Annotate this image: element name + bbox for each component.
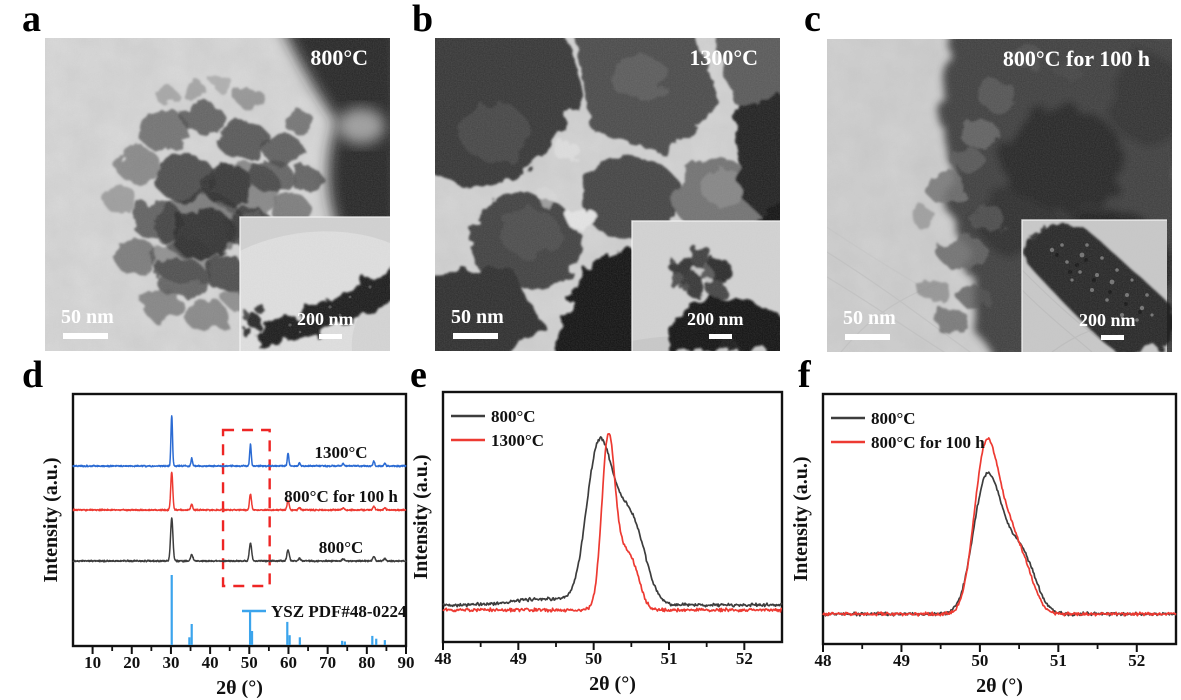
scalebar-text-c: 50 nm [843, 307, 896, 329]
x-tick-label: 60 [280, 653, 297, 672]
panel-letter-c: c [804, 0, 821, 40]
x-tick-label: 40 [202, 653, 219, 672]
x-tick-label: 90 [398, 653, 415, 672]
scalebar-text-a: 50 nm [61, 306, 114, 328]
xrd-trace-800°C [822, 471, 1177, 617]
tem-panel-a: 800°C 50 nm 200 nm [45, 38, 390, 351]
tem-panel-c: 800°C for 100 h 50 nm 200 nm [827, 39, 1172, 352]
xrd-trace-800°C [442, 436, 783, 608]
panel-letter-e: e [410, 354, 427, 396]
xrd-trace-1300°C [72, 415, 407, 468]
x-tick-label: 52 [1128, 651, 1145, 670]
x-tick-label: 50 [971, 651, 988, 670]
x-axis-label: 2θ (°) [216, 677, 263, 698]
tem-condition-label-b: 1300°C [689, 45, 758, 70]
tem-image-b [435, 38, 780, 351]
y-axis-label: Intensity (a.u.) [410, 454, 432, 579]
inset-scalebar-c [1101, 335, 1124, 340]
inset-scalebar-a [319, 334, 342, 339]
trace-label: 800°C [319, 538, 364, 557]
scalebar-text-b: 50 nm [451, 306, 504, 328]
x-tick-label: 10 [84, 653, 101, 672]
inset-scalebar-text-c: 200 nm [1079, 310, 1136, 330]
x-axis-label: 2θ (°) [589, 673, 636, 695]
x-tick-label: 50 [241, 653, 258, 672]
x-tick-label: 48 [435, 649, 452, 668]
xrd-overview-chart: 10 20 30 40 50 60 70 80 90 2θ (°) Intensity (a.u.)… [30, 366, 422, 700]
xrd-trace-800°C for 100 h [822, 437, 1177, 617]
trace-label: 1300°C [314, 443, 367, 462]
legend-label: 800°C [491, 407, 536, 426]
xrd-trace-800°C [72, 517, 407, 563]
panel-letter-b: b [412, 0, 434, 40]
x-tick-label: 51 [661, 649, 678, 668]
x-tick-label: 70 [319, 653, 336, 672]
x-tick-label: 49 [510, 649, 527, 668]
tem-image-a [45, 38, 390, 351]
y-axis-label: Intensity (a.u.) [40, 457, 62, 582]
inset-scalebar-text-b: 200 nm [687, 309, 744, 329]
x-tick-label: 51 [1050, 651, 1067, 670]
inset-scalebar-b [709, 334, 732, 339]
panel-letter-f: f [798, 354, 811, 396]
x-tick-label: 20 [123, 653, 140, 672]
legend-label: 800°C for 100 h [871, 433, 985, 452]
tem-inset-b [631, 220, 780, 351]
tem-condition-label-c: 800°C for 100 h [1002, 46, 1150, 71]
y-axis-label: Intensity (a.u.) [792, 456, 812, 581]
x-tick-label: 48 [815, 651, 832, 670]
x-axis-label: 2θ (°) [976, 675, 1023, 697]
tem-inset-a [239, 216, 390, 351]
inset-scalebar-text-a: 200 nm [297, 309, 354, 329]
trace-label: 800°C for 100 h [284, 487, 398, 506]
xrd-trace-1300°C [442, 433, 783, 613]
legend-label: 1300°C [491, 431, 544, 450]
tem-condition-label-a: 800°C [310, 45, 368, 70]
xrd-trace-800°C for 100 h [72, 471, 407, 512]
plot-border-e [441, 390, 784, 644]
x-tick-label: 30 [162, 653, 179, 672]
xrd-zoom-chart-800-vs-100h: 48 49 50 51 52 2θ (°) Intensity (a.u.) 800°C 800… [790, 366, 1181, 700]
highlight-box [221, 428, 271, 588]
x-tick-label: 50 [585, 649, 602, 668]
panel-letter-d: d [22, 354, 44, 396]
x-tick-label: 80 [358, 653, 375, 672]
reference-legend-label: YSZ PDF#48-0224 [271, 602, 407, 621]
scalebar-b [453, 333, 498, 339]
tem-inset-c [1021, 219, 1172, 352]
plot-border-f [821, 392, 1178, 646]
x-tick-label: 52 [736, 649, 753, 668]
plot-border-d [71, 392, 408, 648]
legend-label: 800°C [871, 409, 916, 428]
panel-letter-a: a [22, 0, 41, 40]
tem-image-c [827, 39, 1172, 352]
tem-panel-b: 1300°C 50 nm 200 nm [435, 38, 780, 351]
scalebar-a [63, 333, 108, 339]
x-tick-label: 49 [893, 651, 910, 670]
scalebar-c [845, 334, 890, 340]
xrd-zoom-chart-800-vs-1300: 48 49 50 51 52 2θ (°) Intensity (a.u.) 800°C 130… [408, 366, 792, 700]
